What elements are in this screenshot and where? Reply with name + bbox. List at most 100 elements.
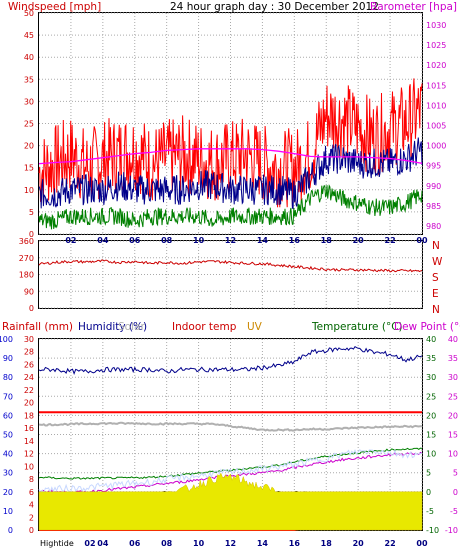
dewpoint-tick-label: 10	[448, 450, 458, 459]
wind-tick-label: 5	[29, 208, 34, 217]
temp-tick-label: 0	[426, 488, 431, 497]
baro-tick-label: 1020	[426, 61, 446, 70]
humidity-tick-label: 40	[3, 450, 13, 459]
temp-x-tick-label: 14	[257, 539, 269, 548]
rain-tick-label: 26	[24, 360, 34, 369]
temp-tick-label: -10	[426, 526, 439, 535]
temp-x-tick-label: 18	[321, 539, 333, 548]
baro-tick-label: 980	[426, 222, 441, 231]
rainfall-label: Rainfall (mm)	[2, 321, 73, 333]
temp-tick-label: 10	[426, 450, 436, 459]
temp-x-tick-label: 02	[84, 539, 95, 548]
dewpoint-tick-label: 0	[453, 488, 458, 497]
temp-tick-label: 35	[426, 354, 436, 363]
temp-x-tick-label: 12	[225, 539, 236, 548]
baro-tick-label: 1000	[426, 142, 446, 151]
wind-x-tick-label: 18	[321, 236, 333, 245]
compass-e: E	[432, 288, 439, 300]
rain-tick-label: 22	[24, 386, 34, 395]
uv-area	[38, 472, 423, 531]
temp-x-tick-label: 20	[353, 539, 365, 548]
series-layer	[38, 78, 423, 531]
direction-tick-label: 90	[24, 287, 34, 296]
baro-tick-label: 995	[426, 162, 441, 171]
temperature-label: Temperature (°C)	[311, 321, 403, 333]
rain-tick-label: 20	[24, 399, 34, 408]
compass-s: S	[432, 272, 439, 284]
humidity-tick-label: 100	[0, 335, 13, 344]
wind-average-line	[38, 137, 423, 210]
rain-tick-label: 24	[24, 373, 34, 382]
rain-tick-label: 28	[24, 348, 34, 357]
rain-tick-label: 8	[29, 475, 34, 484]
wind-tick-label: 0	[29, 230, 34, 239]
baro-tick-label: 1005	[426, 122, 446, 131]
wind-x-tick-label: 12	[225, 236, 236, 245]
rain-tick-label: 12	[24, 450, 34, 459]
wind-tick-label: 10	[24, 186, 34, 195]
rain-tick-label: 4	[29, 501, 34, 510]
humidity-tick-label: 20	[3, 488, 13, 497]
rain-tick-label: 30	[24, 335, 34, 344]
wind-x-tick-label: 22	[385, 236, 396, 245]
wind-tick-label: 45	[24, 31, 34, 40]
humidity-tick-label: 10	[3, 507, 13, 516]
humidity-tick-label: 60	[3, 411, 13, 420]
humidity-tick-label: 50	[3, 431, 13, 440]
humidity-tick-label: 80	[3, 373, 13, 382]
wind-x-tick-label: 00	[416, 236, 428, 245]
baro-tick-label: 1010	[426, 101, 446, 110]
direction-tick-label: 0	[29, 304, 34, 313]
baro-tick-label: 1015	[426, 81, 446, 90]
rain-tick-label: 6	[29, 488, 34, 497]
temp-x-tick-label: 22	[385, 539, 396, 548]
compass-n-bottom: N	[432, 304, 440, 316]
temp-x-tick-label: 04	[97, 539, 109, 548]
dewpoint-tick-label: 40	[448, 335, 458, 344]
wind-tick-label: 35	[24, 75, 34, 84]
wind-tick-label: 20	[24, 142, 34, 151]
humidity-label: Humidity (%)	[78, 321, 147, 333]
temp-tick-label: 30	[426, 373, 436, 382]
baro-tick-label: 990	[426, 182, 441, 191]
wind-tick-label: 30	[24, 97, 34, 106]
wind-tick-label: 50	[24, 9, 34, 18]
compass-n-top: N	[432, 240, 440, 252]
direction-tick-label: 360	[19, 237, 34, 246]
solar-line	[38, 421, 423, 432]
dewpoint-tick-label: 20	[448, 411, 458, 420]
wind-tick-label: 25	[24, 120, 34, 129]
wind-x-tick-label: 06	[129, 236, 141, 245]
rain-tick-label: 14	[24, 437, 34, 446]
rain-tick-label: 2	[29, 513, 34, 522]
tick-labels-layer: 0510152025303540455098098599099510001005…	[0, 9, 458, 548]
rain-tick-label: 18	[24, 411, 34, 420]
wind-x-tick-label: 16	[289, 236, 301, 245]
indoor-temp-label: Indoor temp	[172, 321, 237, 333]
baro-axis-label: Barometer [hpa]	[370, 1, 457, 13]
dewpoint-label: Dew Point (°C)	[394, 321, 460, 333]
wind-axis-label: Windspeed [mph]	[8, 1, 101, 13]
temp-tick-label: -5	[426, 507, 434, 516]
rain-tick-label: 16	[24, 424, 34, 433]
temp-x-tick-label: 00	[416, 539, 428, 548]
humidity-tick-label: 90	[3, 354, 13, 363]
wind-x-tick-label: 10	[193, 236, 205, 245]
temp-x-tick-label: 10	[193, 539, 205, 548]
temp-x-tick-label: 06	[129, 539, 141, 548]
chart-title: 24 hour graph day : 30 December 2012	[170, 1, 379, 13]
dewpoint-tick-label: -5	[450, 507, 458, 516]
uv-label: UV	[247, 321, 263, 333]
wind-x-tick-label: 14	[257, 236, 269, 245]
wind-x-tick-label: 20	[353, 236, 365, 245]
dewpoint-tick-label: 35	[448, 354, 458, 363]
direction-tick-label: 180	[19, 271, 34, 280]
wind-tick-label: 40	[24, 53, 34, 62]
rain-tick-label: 10	[24, 462, 34, 471]
temp-x-tick-label: 08	[161, 539, 173, 548]
wind-panel-frame	[38, 12, 423, 235]
temp-tick-label: 25	[426, 392, 436, 401]
wind-tick-label: 15	[24, 164, 34, 173]
hightide-axis-label: Hightide	[40, 539, 74, 548]
